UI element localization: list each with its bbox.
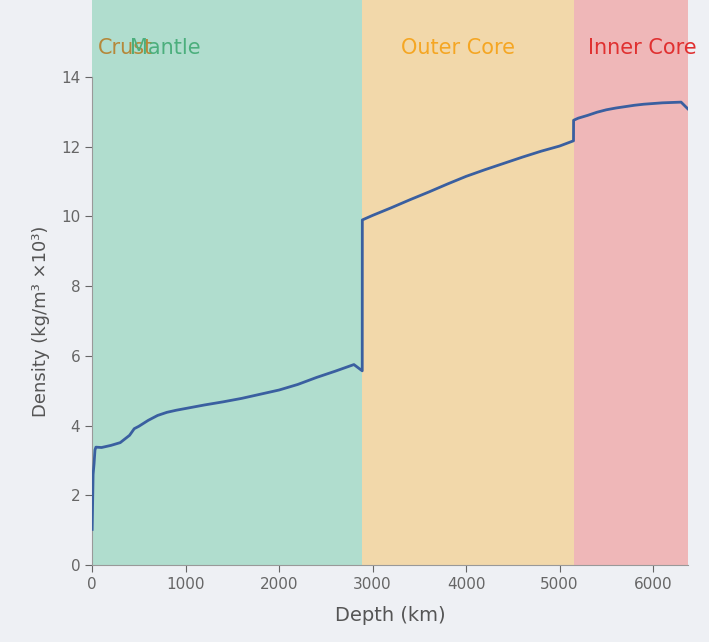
Text: Outer Core: Outer Core xyxy=(401,38,515,58)
Text: Inner Core: Inner Core xyxy=(588,38,696,58)
Bar xyxy=(362,77,574,565)
Y-axis label: Density (kg/m³ ×10³): Density (kg/m³ ×10³) xyxy=(32,225,50,417)
Text: Crust: Crust xyxy=(98,38,153,58)
Text: Mantle: Mantle xyxy=(130,38,200,58)
X-axis label: Depth (km): Depth (km) xyxy=(335,605,445,625)
Bar xyxy=(92,77,362,565)
Bar xyxy=(574,77,688,565)
